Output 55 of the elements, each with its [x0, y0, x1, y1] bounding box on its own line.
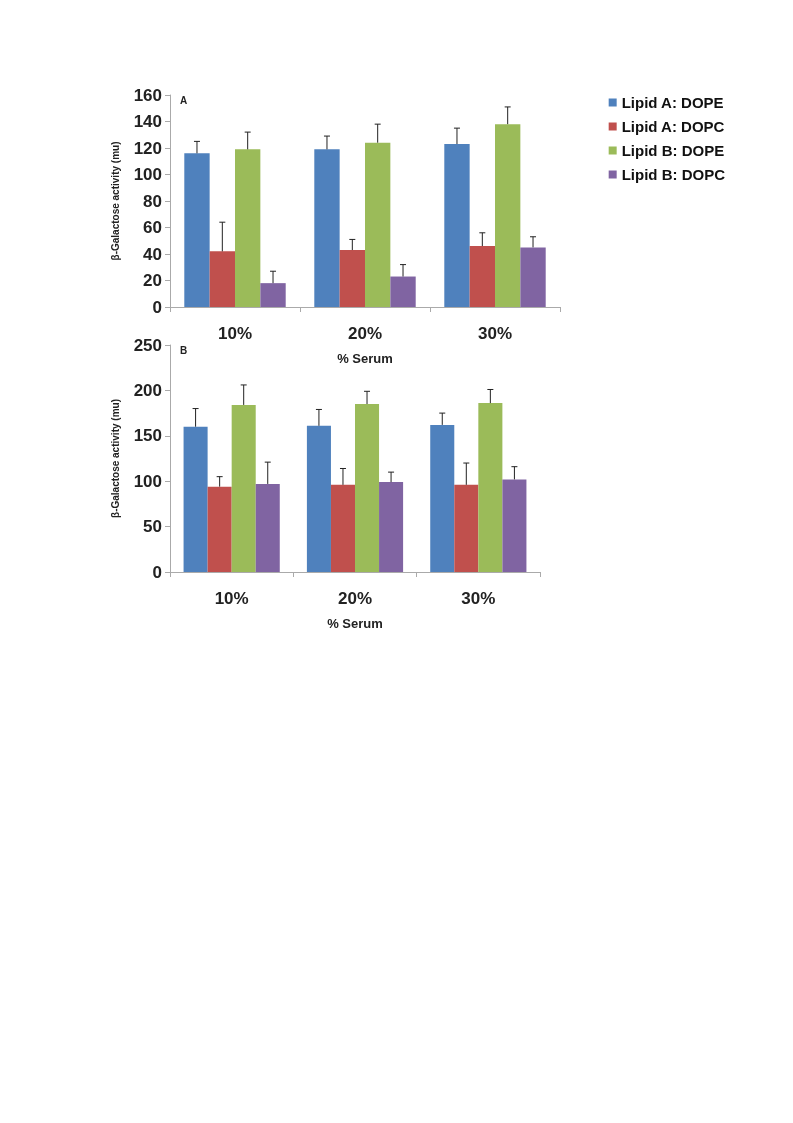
- bar: [306, 425, 331, 572]
- y-tick-label: 140: [133, 112, 162, 131]
- y-tick-label: 200: [133, 380, 162, 400]
- x-tick-label: 20%: [337, 589, 373, 608]
- x-axis-title: % Serum: [337, 351, 393, 366]
- y-tick-label: 50: [143, 517, 162, 537]
- bar: [255, 483, 280, 572]
- bar: [495, 124, 521, 307]
- annotation: A: [180, 94, 188, 106]
- y-tick-label: 80: [143, 191, 162, 211]
- bar: [183, 426, 208, 572]
- y-axis-title: β-Galactose activity (mu): [109, 141, 121, 261]
- y-tick-label: 150: [133, 426, 162, 446]
- legend-label: Lipid A: DOPE: [621, 94, 724, 111]
- bar: [469, 246, 495, 307]
- bar: [430, 424, 455, 572]
- bar: [184, 153, 210, 307]
- bar: [379, 482, 404, 572]
- x-tick-label: 30%: [477, 324, 513, 343]
- y-tick-label: 100: [133, 165, 162, 184]
- bar: [390, 276, 416, 307]
- y-tick-label: 40: [143, 244, 162, 264]
- bar: [502, 479, 527, 572]
- x-tick-label: 20%: [347, 324, 383, 343]
- bar: [314, 149, 340, 307]
- bar: [330, 484, 355, 572]
- y-tick-label: 250: [133, 335, 162, 355]
- bar: [231, 404, 256, 572]
- legend-label: Lipid A: DOPC: [621, 118, 725, 135]
- x-tick-label: 10%: [214, 589, 249, 608]
- x-axis-title: % Serum: [327, 616, 383, 631]
- bar: [365, 142, 391, 307]
- bar: [209, 251, 235, 307]
- y-tick-label: 100: [133, 471, 162, 491]
- legend-label: Lipid B: DOPE: [621, 142, 725, 159]
- bar: [260, 283, 286, 307]
- x-tick-label: 10%: [217, 324, 253, 343]
- y-tick-label: 20: [143, 271, 162, 290]
- y-axis-title: β-Galactose activity (mu): [109, 399, 121, 518]
- annotation: B: [180, 344, 188, 356]
- y-tick-label: 0: [152, 297, 162, 317]
- bar: [235, 149, 261, 307]
- bar: [454, 484, 479, 572]
- bar: [520, 247, 546, 307]
- legend-label: Lipid B: DOPC: [621, 166, 726, 183]
- bar: [355, 404, 380, 572]
- y-tick-label: 120: [133, 138, 162, 158]
- y-tick-label: 60: [143, 218, 162, 237]
- x-tick-label: 30%: [461, 589, 496, 608]
- y-tick-label: 0: [152, 562, 162, 582]
- bar: [478, 403, 503, 572]
- bar: [339, 250, 365, 307]
- bar: [444, 144, 470, 307]
- y-tick-label: 160: [133, 85, 162, 105]
- bar: [207, 486, 232, 572]
